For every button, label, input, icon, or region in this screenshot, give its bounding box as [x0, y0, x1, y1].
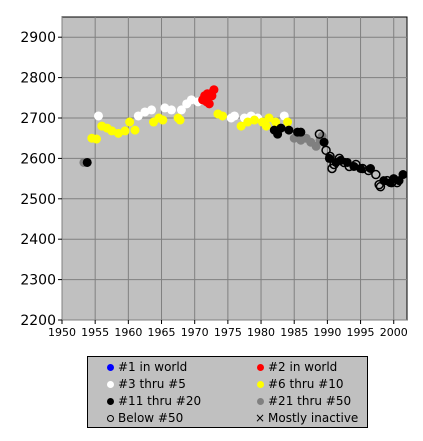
x-tick-label: 1980 — [247, 326, 275, 339]
legend-marker-icon — [104, 394, 116, 408]
data-point — [363, 165, 374, 176]
legend-marker-icon — [254, 360, 266, 374]
legend-label: #6 thru #10 — [268, 377, 344, 391]
data-point — [357, 163, 368, 174]
legend-label: #2 in world — [268, 360, 338, 374]
x-axis-ticks: 1950 1955 1960 1965 1970 1975 1980 1985 1990 1995… — [48, 320, 408, 339]
legend-item: #6 thru #10 — [254, 377, 344, 391]
legend-label: Below #50 — [118, 411, 184, 425]
y-tick-label: 2200 — [20, 313, 56, 329]
legend-label: Mostly inactive — [268, 411, 359, 425]
data-point — [249, 115, 259, 125]
data-point — [92, 134, 101, 144]
data-point — [276, 123, 286, 133]
legend-item: #21 thru #50 — [254, 394, 351, 408]
data-point — [261, 121, 271, 131]
x-tick-label: 1970 — [181, 326, 209, 339]
data-point — [283, 117, 293, 127]
data-point — [375, 181, 386, 192]
legend-marker-icon — [254, 377, 266, 391]
data-point — [374, 179, 384, 190]
x-tick-label: 1990 — [313, 326, 341, 339]
data-point — [284, 125, 294, 135]
legend-marker-icon — [104, 360, 116, 374]
legend-label: #1 in world — [118, 360, 188, 374]
legend-label: #3 thru #5 — [118, 377, 186, 391]
y-tick-label: 2500 — [20, 192, 56, 208]
y-tick-label: 2700 — [20, 111, 56, 127]
legend-item: #2 in world — [254, 360, 337, 374]
x-icon: × — [254, 411, 266, 425]
data-point — [133, 111, 143, 121]
data-point — [218, 111, 228, 121]
x-tick-label: 1950 — [48, 326, 76, 339]
data-point — [319, 137, 329, 147]
legend-label: #21 thru #50 — [268, 394, 352, 408]
data-point — [166, 105, 176, 115]
legend: #1 in world #2 in world #3 thru #5 #6 th… — [87, 356, 368, 428]
data-point — [329, 159, 339, 170]
legend-label: #11 thru #20 — [118, 394, 202, 408]
data-point — [204, 99, 214, 109]
data-point — [325, 151, 335, 162]
y-tick-label: 2800 — [20, 71, 56, 87]
data-point — [392, 177, 402, 188]
plot-area — [61, 16, 408, 321]
data-point — [82, 157, 92, 167]
data-point — [158, 115, 168, 125]
data-point — [382, 175, 392, 186]
legend-item: #1 in world — [104, 360, 187, 374]
data-point — [386, 177, 397, 188]
data-point — [236, 121, 246, 131]
legend-item: #3 thru #5 — [104, 377, 186, 391]
data-point — [371, 169, 381, 180]
data-point — [264, 113, 274, 123]
data-point — [296, 127, 306, 137]
y-tick-label: 2300 — [20, 273, 56, 289]
data-point — [130, 125, 140, 135]
data-point — [351, 159, 361, 170]
x-tick-label: 1955 — [81, 326, 109, 339]
legend-marker-icon — [104, 411, 116, 425]
x-tick-label: 1965 — [148, 326, 176, 339]
data-points — [79, 85, 408, 192]
data-point — [93, 111, 103, 121]
data-point — [175, 115, 185, 125]
data-point — [271, 117, 281, 127]
data-point — [344, 161, 355, 172]
data-point — [398, 170, 408, 180]
x-tick-label: 2000 — [380, 326, 408, 339]
data-point — [209, 85, 219, 95]
data-point — [202, 89, 212, 99]
legend-item: Below #50 — [104, 411, 183, 425]
legend-marker-icon — [254, 394, 266, 408]
y-tick-label: 2900 — [20, 30, 56, 46]
data-point — [147, 105, 157, 115]
x-tick-label: 1975 — [214, 326, 242, 339]
y-tick-label: 2400 — [20, 232, 56, 248]
y-tick-label: 2600 — [20, 151, 56, 167]
x-tick-label: 1960 — [114, 326, 142, 339]
data-point — [176, 105, 186, 115]
legend-item: #11 thru #20 — [104, 394, 201, 408]
data-point — [230, 111, 239, 121]
legend-item: × Mostly inactive — [254, 411, 358, 425]
data-point — [120, 126, 130, 136]
legend-marker-icon — [104, 377, 116, 391]
data-point — [125, 117, 135, 127]
x-tick-label: 1985 — [280, 326, 308, 339]
y-axis-ticks: 2200 2300 2400 2500 2600 2700 2800 2900 — [20, 30, 62, 329]
x-tick-label: 1995 — [347, 326, 375, 339]
data-point — [356, 164, 366, 173]
data-point — [314, 129, 325, 139]
